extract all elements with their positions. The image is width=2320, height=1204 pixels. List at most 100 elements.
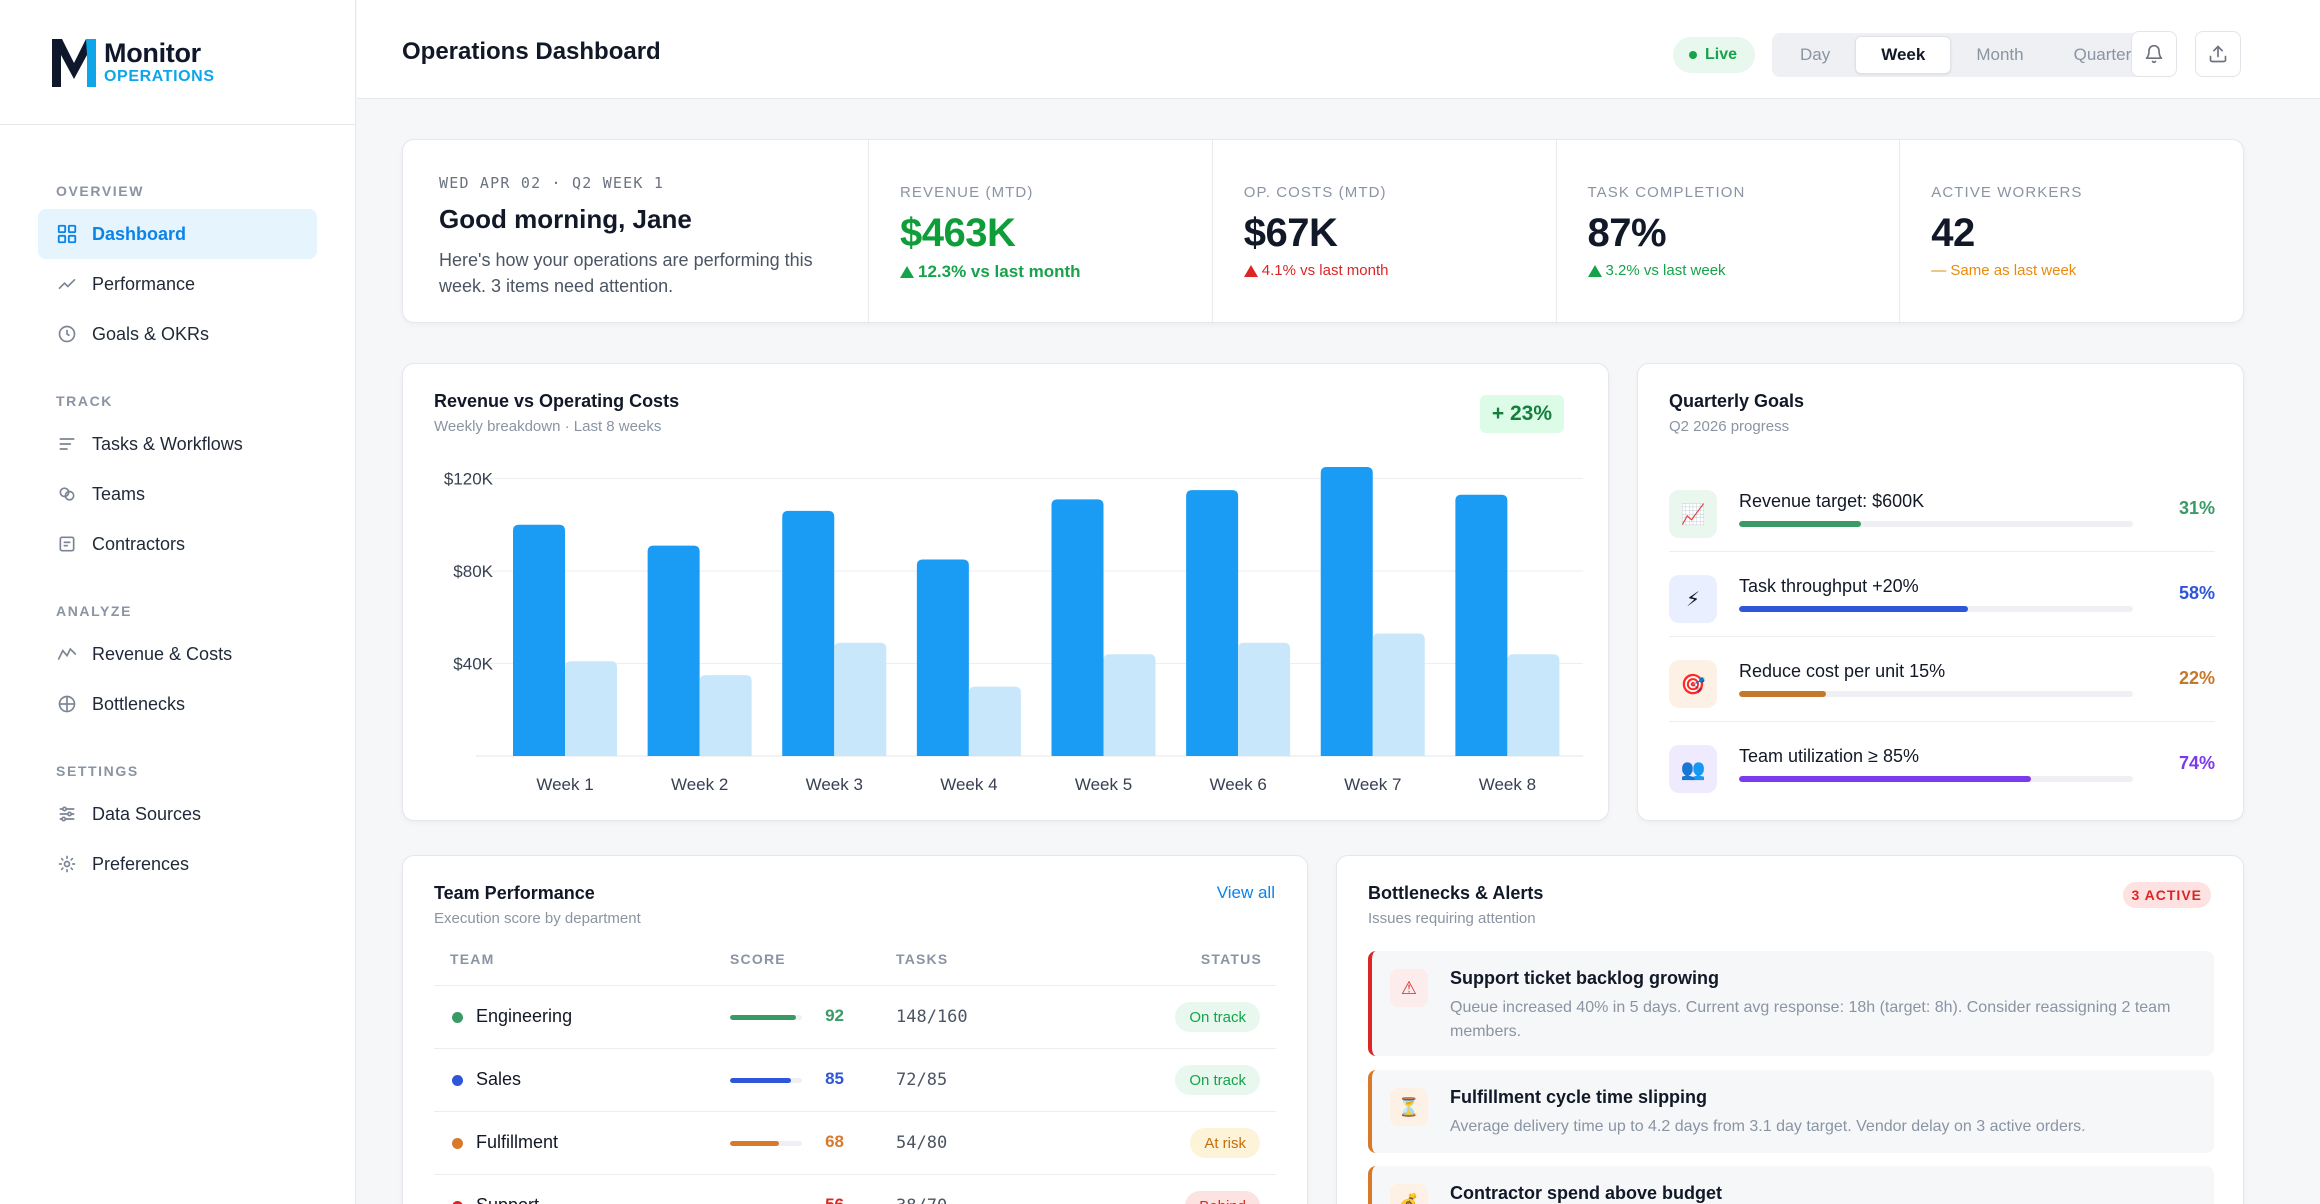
period-selector: Day Week Month Quarter: [1772, 33, 2160, 77]
x-tick-label: Week 2: [671, 775, 728, 794]
team-name: Engineering: [476, 1006, 573, 1026]
bar-series-2-week-6[interactable]: [1238, 642, 1291, 756]
table-row[interactable]: Sales 85 72/85 On track: [434, 1049, 1276, 1111]
stat-list: REVENUE (MTD) $463K 12.3% vs last month OP.…: [869, 140, 2243, 322]
lightning-icon: ⚡: [1669, 575, 1717, 623]
column-header-tasks[interactable]: TASKS: [896, 951, 949, 967]
status-badge: On track: [1175, 1002, 1260, 1032]
bar-series-1-week-3[interactable]: [782, 510, 835, 756]
goal-progress-fill: [1739, 606, 1968, 612]
crosshair-icon: [56, 693, 78, 715]
period-week-button[interactable]: Week: [1855, 36, 1952, 74]
goal-item[interactable]: 🎯 Reduce cost per unit 15% 22%: [1669, 638, 2215, 722]
period-quarter-button[interactable]: Quarter: [2073, 45, 2132, 64]
sidebar-nav: OVERVIEW Dashboard Performance Goals & OKRs…: [0, 125, 355, 889]
notifications-button[interactable]: [2131, 31, 2177, 77]
team-tasks: 148/160: [896, 1007, 968, 1027]
stat-change: 4.1% vs last month: [1243, 262, 1526, 279]
sidebar-item-bottlenecks[interactable]: Bottlenecks: [38, 679, 317, 729]
bar-series-1-week-8[interactable]: [1455, 494, 1508, 756]
team-color-dot: [452, 1201, 463, 1204]
monitor-logo-icon: [52, 39, 96, 87]
table-row[interactable]: Support 56 38/70 Behind: [434, 1175, 1276, 1204]
sidebar-item-goals-and-okrs[interactable]: Goals & OKRs: [38, 309, 317, 359]
document-icon: [56, 533, 78, 555]
goals-subtitle: Q2 2026 progress: [1669, 418, 1790, 435]
greeting-title: Good morning, Jane: [439, 204, 692, 234]
bar-series-2-week-1[interactable]: [565, 661, 617, 756]
alert-item[interactable]: ⏳ Fulfillment cycle time slipping Average …: [1368, 1070, 2214, 1153]
sidebar-item-dashboard[interactable]: Dashboard: [38, 209, 317, 259]
brand[interactable]: Monitor OPERATIONS: [0, 0, 355, 125]
sidebar-item-label: Tasks & Workflows: [92, 433, 243, 454]
goal-item[interactable]: ⚡ Task throughput +20% 58%: [1669, 553, 2215, 637]
bar-series-2-week-5[interactable]: [1103, 654, 1156, 756]
goal-progress-track: [1739, 521, 2133, 527]
sidebar-item-data-sources[interactable]: Data Sources: [38, 789, 317, 839]
bar-series-1-week-1[interactable]: [513, 524, 565, 756]
goal-item[interactable]: 👥 Team utilization ≥ 85% 74%: [1669, 723, 2215, 807]
sidebar-item-label: Dashboard: [92, 223, 187, 244]
column-header-status[interactable]: STATUS: [1200, 951, 1262, 967]
stat-change-text: — Same as last week: [1931, 262, 2077, 279]
sidebar-item-performance[interactable]: Performance: [38, 259, 317, 309]
sidebar-item-tasks-and-workflows[interactable]: Tasks & Workflows: [38, 419, 317, 469]
bar-series-1-week-6[interactable]: [1186, 490, 1239, 756]
bar-series-1-week-5[interactable]: [1051, 499, 1104, 756]
sidebar-item-teams[interactable]: Teams: [38, 469, 317, 519]
alert-item[interactable]: 💰 Contractor spend above budget: [1368, 1166, 2214, 1204]
bar-series-1-week-4[interactable]: [916, 559, 969, 756]
period-month-button[interactable]: Month: [1976, 45, 2024, 64]
revenue-delta-badge: + 23%: [1479, 395, 1564, 433]
team-name: Support: [476, 1195, 539, 1204]
status-badge: Behind: [1185, 1191, 1260, 1204]
score-bar: [730, 1015, 802, 1020]
x-tick-label: Week 8: [1479, 775, 1536, 794]
chart-subtitle: Weekly breakdown · Last 8 weeks: [434, 418, 662, 435]
view-all-link[interactable]: View all: [1216, 883, 1275, 902]
chart-header: Revenue vs Operating Costs Weekly breakd…: [434, 391, 679, 435]
goal-label: Reduce cost per unit 15%: [1739, 661, 1946, 681]
goal-percent: 31%: [2178, 498, 2215, 518]
bell-icon: [2145, 44, 2163, 64]
stat-label: ACTIVE WORKERS: [1931, 184, 2083, 201]
top-header: Operations Dashboard Live Day Week Month Qu…: [357, 0, 2320, 99]
goal-progress-fill: [1739, 521, 1862, 527]
sidebar-item-preferences[interactable]: Preferences: [38, 839, 317, 889]
warning-icon: ⚠: [1390, 969, 1428, 1007]
alert-item[interactable]: ⚠ Support ticket backlog growing Queue inc…: [1368, 951, 2214, 1056]
bar-series-2-week-2[interactable]: [699, 675, 752, 756]
stat-label: OP. COSTS (MTD): [1243, 184, 1387, 201]
column-header-score[interactable]: SCORE: [730, 951, 786, 967]
brand-name: Monitor: [104, 37, 201, 68]
bar-series-2-week-3[interactable]: [834, 642, 887, 756]
bar-series-2-week-8[interactable]: [1507, 654, 1560, 756]
sidebar-item-revenue-and-costs[interactable]: Revenue & Costs: [38, 629, 317, 679]
chart-title: Revenue vs Operating Costs: [434, 391, 680, 411]
money-bag-icon: 💰: [1390, 1184, 1428, 1204]
stat-value: $67K: [1243, 211, 1338, 255]
sidebar-item-label: Goals & OKRs: [92, 323, 210, 344]
goal-item[interactable]: 📈 Revenue target: $600K 31%: [1669, 468, 2215, 552]
quarterly-goals-card: Quarterly Goals Q2 2026 progress 📈 Revenu…: [1637, 363, 2244, 821]
team-performance-card: Team Performance Execution score by depa…: [402, 855, 1308, 1204]
export-button[interactable]: [2195, 31, 2241, 77]
goal-progress-fill: [1739, 776, 2031, 782]
greeting-message: Here's how your operations are performin…: [439, 250, 813, 296]
greeting-panel: WED APR 02 · Q2 WEEK 1 Good morning, Jan…: [403, 140, 869, 322]
goal-percent: 58%: [2178, 583, 2215, 603]
period-day-button[interactable]: Day: [1800, 45, 1831, 64]
alerts-header: Bottlenecks & Alerts Issues requiring at…: [1368, 883, 1543, 927]
nav-section-settings: SETTINGS: [56, 763, 139, 779]
stat-change: 3.2% vs last week: [1587, 262, 1870, 279]
sidebar-item-contractors[interactable]: Contractors: [38, 519, 317, 569]
bar-series-1-week-7[interactable]: [1320, 467, 1373, 756]
column-header-team[interactable]: TEAM: [450, 951, 495, 967]
table-row[interactable]: Engineering 92 148/160 On track: [434, 986, 1276, 1048]
goal-progress-track: [1739, 776, 2133, 782]
bar-series-1-week-2[interactable]: [647, 545, 700, 756]
sidebar-item-label: Preferences: [92, 853, 190, 874]
table-row[interactable]: Fulfillment 68 54/80 At risk: [434, 1112, 1276, 1174]
bar-series-2-week-7[interactable]: [1372, 633, 1425, 756]
bar-series-2-week-4[interactable]: [968, 686, 1021, 756]
